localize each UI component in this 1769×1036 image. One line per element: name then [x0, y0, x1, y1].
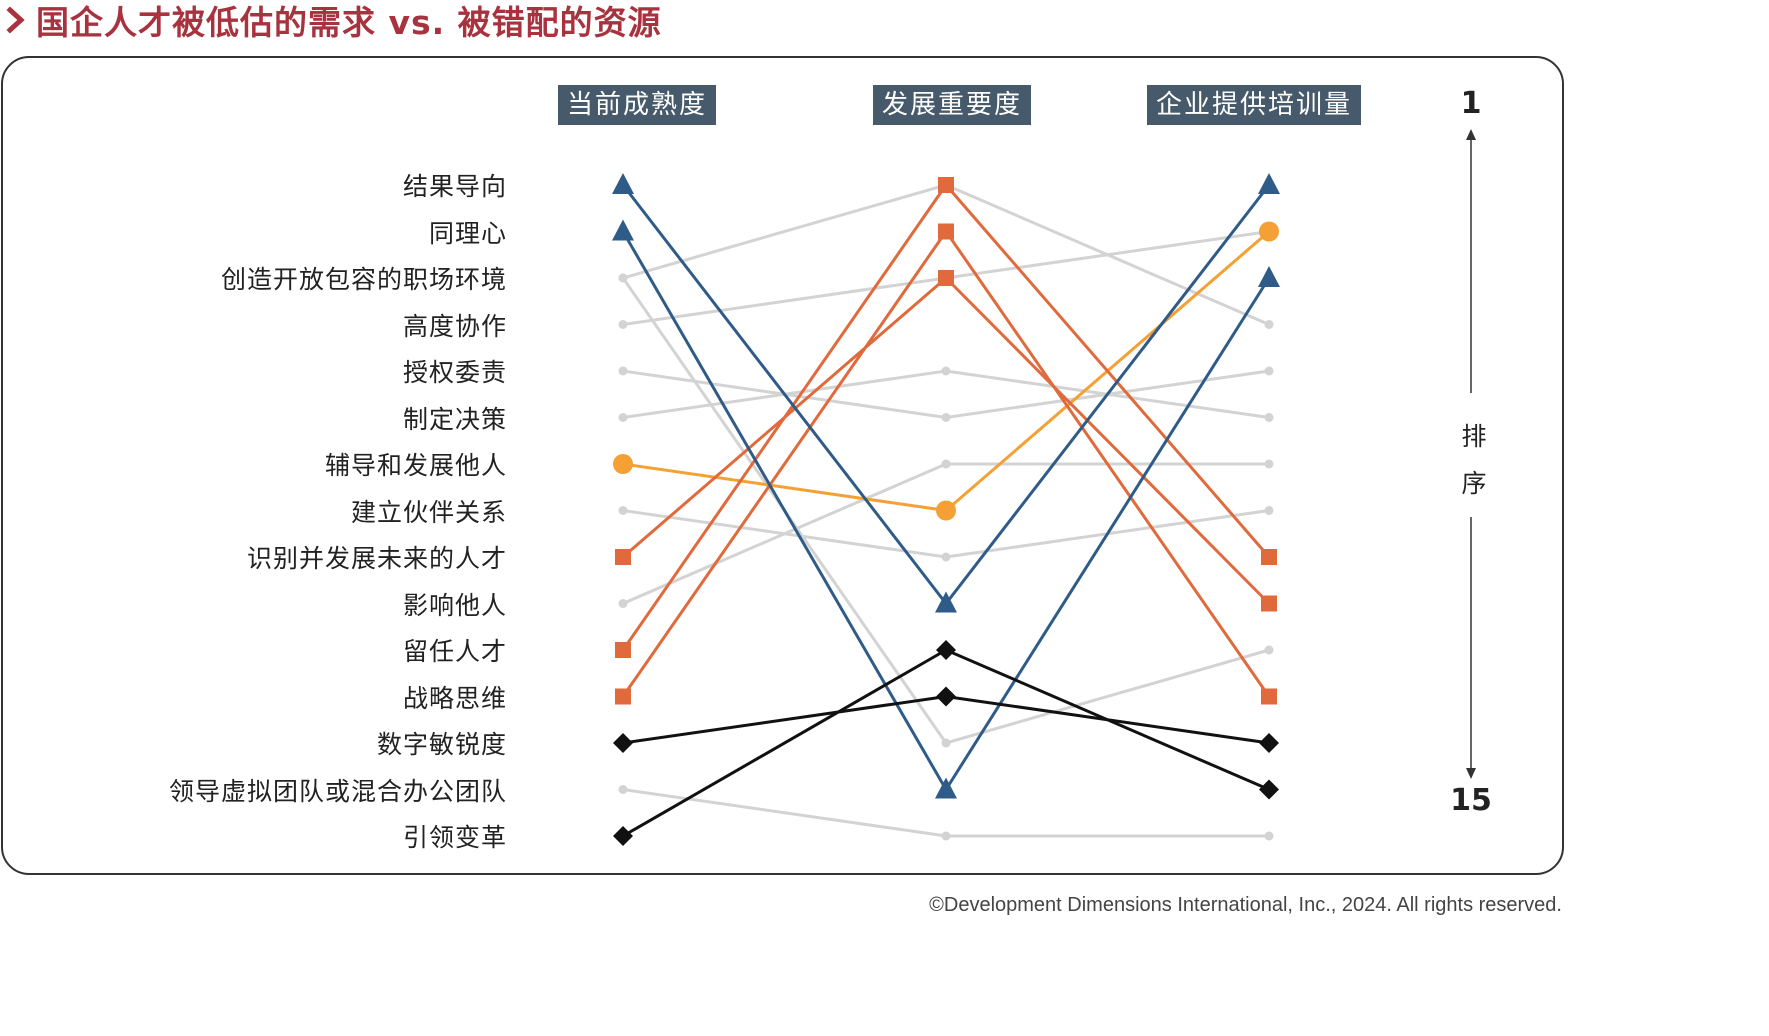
data-point-dot: [1264, 459, 1274, 469]
data-point-triangle: [935, 591, 957, 613]
row-label: 影响他人: [402, 590, 507, 620]
data-point-dot: [941, 366, 951, 376]
data-point-square: [615, 549, 631, 565]
data-point-dot: [1264, 366, 1274, 376]
rank-axis-arrow-up: [1466, 129, 1476, 140]
data-point-dot: [618, 273, 628, 283]
data-point-circle: [1259, 221, 1279, 242]
data-point-diamond: [613, 733, 633, 753]
chart-panel: [1, 56, 1564, 875]
data-point-dot: [618, 785, 628, 794]
data-point-diamond: [936, 640, 956, 660]
series-line-gray: [622, 369, 1270, 419]
row-label: 创造开放包容的职场环境: [220, 265, 507, 294]
data-point-dot: [1264, 645, 1274, 655]
row-label: 辅导和发展他人: [324, 451, 507, 480]
copyright-notice: ©Development Dimensions International, I…: [929, 894, 1562, 916]
data-point-square: [615, 642, 631, 658]
data-point-dot: [618, 506, 628, 515]
series-line-gray: [622, 183, 1270, 326]
slope-chart: [612, 129, 1476, 846]
rank-bottom-label: 15: [1450, 783, 1492, 818]
data-point-diamond: [1259, 733, 1279, 753]
series-line-blue: [621, 184, 1271, 606]
data-point-square: [1261, 549, 1277, 565]
series-line-gray: [622, 369, 1270, 420]
data-point-dot: [941, 552, 951, 562]
data-point-square: [615, 688, 631, 705]
title-text: 国企人才被低估的需求 vs. 被错配的资源: [36, 3, 662, 42]
data-point-dot: [618, 599, 628, 608]
row-label: 战略思维: [402, 683, 507, 713]
data-point-triangle: [612, 173, 634, 194]
rank-axis-label-1: 排: [1461, 422, 1487, 451]
rank-axis-label-2: 序: [1461, 469, 1487, 498]
row-label: 结果导向: [402, 172, 507, 201]
data-point-dot: [1264, 506, 1274, 515]
row-label: 留任人才: [402, 637, 507, 666]
data-point-dot: [941, 831, 951, 841]
data-point-dot: [941, 459, 951, 469]
data-point-triangle: [612, 219, 634, 241]
row-label: 制定决策: [402, 404, 507, 434]
data-point-dot: [1264, 413, 1274, 422]
series-line-gray: [622, 462, 1269, 605]
data-point-square: [938, 177, 954, 193]
data-point-diamond: [613, 826, 633, 846]
chevron-right-icon: [6, 6, 25, 34]
data-point-diamond: [936, 686, 956, 707]
data-point-square: [1261, 688, 1277, 705]
row-label: 授权委责: [402, 358, 507, 387]
data-point-triangle: [935, 777, 957, 799]
rank-top-label: 1: [1460, 86, 1482, 121]
row-label: 高度协作: [402, 311, 507, 341]
data-point-triangle: [1258, 266, 1280, 287]
row-label: 同理心: [428, 218, 507, 248]
column-header-training-offered: 企业提供培训量: [1147, 85, 1361, 125]
row-label: 引领变革: [402, 823, 507, 852]
column-header-current-maturity: 当前成熟度: [558, 85, 716, 125]
rank-axis-arrow-down: [1466, 768, 1476, 779]
row-label: 建立伙伴关系: [350, 497, 507, 527]
data-point-square: [938, 223, 954, 240]
data-point-square: [1261, 595, 1277, 612]
data-point-dot: [618, 320, 628, 329]
row-label: 领导虚拟团队或混合办公团队: [168, 776, 507, 806]
row-label: 数字敏锐度: [376, 730, 507, 759]
data-point-circle: [936, 500, 956, 521]
column-header-development-importance: 发展重要度: [873, 85, 1031, 125]
row-label: 识别并发展未来的人才: [246, 544, 507, 573]
data-point-diamond: [1259, 779, 1279, 800]
data-point-dot: [941, 738, 951, 748]
data-point-dot: [618, 366, 628, 376]
data-point-square: [938, 270, 954, 286]
data-point-circle: [613, 454, 633, 474]
data-point-dot: [941, 413, 951, 422]
data-point-dot: [1264, 831, 1274, 841]
data-point-triangle: [1258, 173, 1280, 194]
page-title: 国企人才被低估的需求 vs. 被错配的资源: [4, 0, 662, 42]
data-point-dot: [1264, 320, 1274, 329]
data-point-dot: [618, 413, 628, 422]
